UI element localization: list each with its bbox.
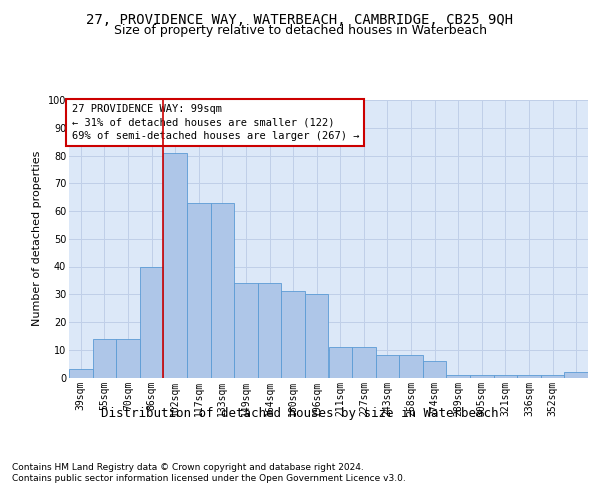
Text: Size of property relative to detached houses in Waterbeach: Size of property relative to detached ho… [113,24,487,37]
Text: Distribution of detached houses by size in Waterbeach: Distribution of detached houses by size … [101,408,499,420]
Text: Contains HM Land Registry data © Crown copyright and database right 2024.: Contains HM Land Registry data © Crown c… [12,462,364,471]
Bar [234,283,258,378]
Text: 27, PROVIDENCE WAY, WATERBEACH, CAMBRIDGE, CB25 9QH: 27, PROVIDENCE WAY, WATERBEACH, CAMBRIDG… [86,12,514,26]
Bar [305,294,329,378]
Bar [541,374,565,378]
Bar [92,338,116,378]
Bar [140,266,163,378]
Bar [470,374,494,378]
Text: 27 PROVIDENCE WAY: 99sqm
← 31% of detached houses are smaller (122)
69% of semi-: 27 PROVIDENCE WAY: 99sqm ← 31% of detach… [71,104,359,141]
Bar [376,356,399,378]
Bar [352,347,376,378]
Bar [446,374,470,378]
Bar [494,374,517,378]
Bar [69,369,92,378]
Bar [329,347,352,378]
Bar [187,202,211,378]
Bar [281,292,305,378]
Bar [517,374,541,378]
Bar [116,338,140,378]
Bar [565,372,588,378]
Bar [423,361,446,378]
Bar [258,283,281,378]
Y-axis label: Number of detached properties: Number of detached properties [32,151,42,326]
Bar [163,152,187,378]
Bar [399,356,423,378]
Text: Contains public sector information licensed under the Open Government Licence v3: Contains public sector information licen… [12,474,406,483]
Bar [211,202,234,378]
